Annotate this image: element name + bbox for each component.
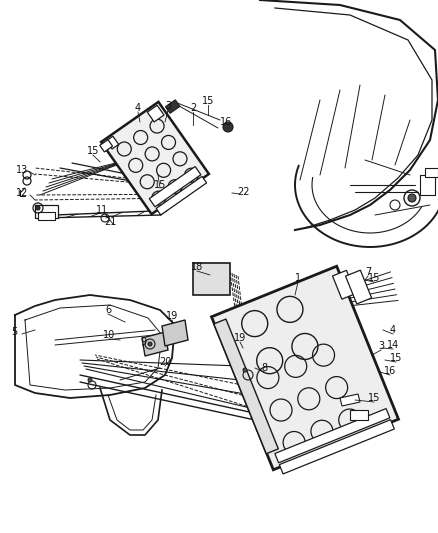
Polygon shape bbox=[147, 105, 164, 122]
Polygon shape bbox=[38, 212, 55, 220]
Circle shape bbox=[88, 378, 92, 382]
Polygon shape bbox=[100, 140, 113, 152]
Text: 13: 13 bbox=[16, 165, 28, 175]
Text: 11: 11 bbox=[96, 205, 108, 215]
Polygon shape bbox=[142, 332, 168, 356]
Polygon shape bbox=[162, 320, 188, 346]
Text: 15: 15 bbox=[87, 146, 99, 156]
Text: 12: 12 bbox=[16, 188, 28, 198]
Text: 14: 14 bbox=[387, 340, 399, 350]
Circle shape bbox=[408, 194, 416, 202]
Text: 16: 16 bbox=[220, 117, 232, 127]
Polygon shape bbox=[425, 168, 438, 177]
Text: 18: 18 bbox=[191, 262, 203, 272]
Polygon shape bbox=[166, 100, 180, 114]
Polygon shape bbox=[212, 266, 399, 470]
Text: 9: 9 bbox=[140, 337, 146, 347]
Polygon shape bbox=[149, 166, 201, 207]
Circle shape bbox=[148, 342, 152, 346]
Text: 3: 3 bbox=[378, 341, 384, 351]
Text: 4: 4 bbox=[390, 325, 396, 335]
Polygon shape bbox=[346, 270, 371, 304]
Text: 8: 8 bbox=[261, 363, 267, 373]
Circle shape bbox=[243, 368, 247, 372]
Text: 19: 19 bbox=[234, 333, 246, 343]
Text: 16: 16 bbox=[384, 366, 396, 376]
Polygon shape bbox=[101, 102, 209, 214]
Polygon shape bbox=[193, 263, 230, 295]
Polygon shape bbox=[106, 136, 119, 149]
Text: 15: 15 bbox=[202, 96, 214, 106]
Text: 10: 10 bbox=[103, 330, 115, 340]
Circle shape bbox=[223, 122, 233, 132]
Text: 15: 15 bbox=[154, 180, 166, 190]
Polygon shape bbox=[279, 419, 394, 474]
Text: 3: 3 bbox=[165, 101, 171, 111]
Polygon shape bbox=[214, 319, 279, 454]
Polygon shape bbox=[420, 175, 435, 195]
Text: 15: 15 bbox=[368, 393, 380, 403]
Text: 15: 15 bbox=[368, 273, 380, 283]
Text: 6: 6 bbox=[105, 305, 111, 315]
Polygon shape bbox=[350, 410, 368, 420]
Circle shape bbox=[36, 206, 40, 210]
Text: 19: 19 bbox=[166, 311, 178, 321]
Text: 5: 5 bbox=[11, 327, 17, 337]
Text: 4: 4 bbox=[135, 103, 141, 113]
Text: 1: 1 bbox=[295, 273, 301, 283]
Text: 7: 7 bbox=[365, 267, 371, 277]
Polygon shape bbox=[340, 394, 360, 406]
Text: 2: 2 bbox=[190, 103, 196, 113]
Polygon shape bbox=[275, 409, 390, 463]
Polygon shape bbox=[156, 176, 207, 215]
Text: 22: 22 bbox=[238, 187, 250, 197]
Text: 20: 20 bbox=[159, 357, 171, 367]
Polygon shape bbox=[332, 270, 356, 299]
Polygon shape bbox=[35, 205, 58, 218]
Text: 21: 21 bbox=[104, 217, 116, 227]
Text: 15: 15 bbox=[390, 353, 402, 363]
